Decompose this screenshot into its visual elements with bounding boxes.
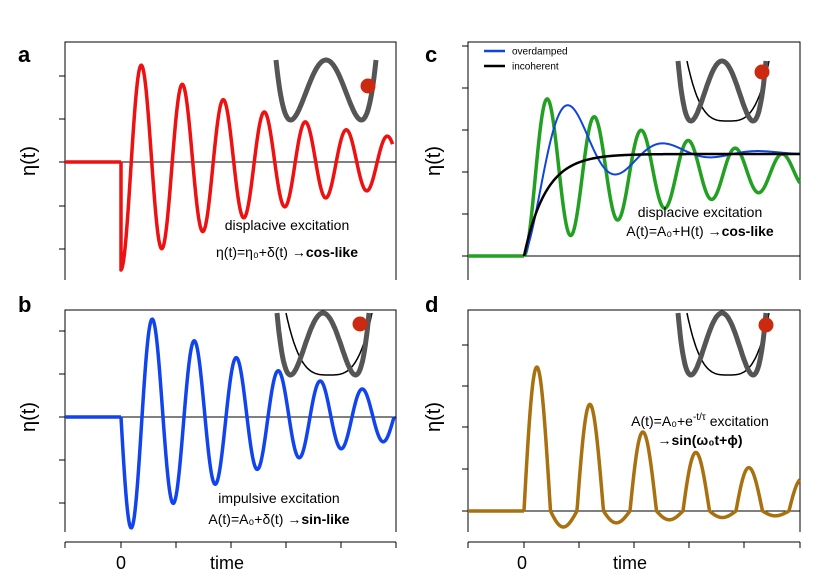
double-well-curve (274, 310, 372, 378)
signal-oscillation (522, 97, 802, 258)
annotation-line1-main: A(t)=A₀+e (631, 413, 693, 429)
panel-c: η(t) c overdamped incoherent displacive exci… (423, 41, 802, 280)
legend-label-overdamped: overdamped (512, 47, 568, 58)
annotation-line2-text: A(t)=A₀+H(t) → (626, 223, 721, 239)
overdamped-curve (523, 104, 800, 257)
annotation-line1-end: excitation (706, 413, 769, 429)
panel-label: c (425, 42, 437, 67)
annotation-line2-bold: cos-like (306, 244, 358, 260)
potential-inset (675, 58, 770, 124)
annotation-line2: A(t)=A₀+H(t) →cos-like (626, 223, 774, 239)
panel-label: d (425, 292, 438, 317)
annotation: displacive excitation η(t)=η₀+δ(t) →cos-l… (216, 217, 358, 260)
legend-label-incoherent: incoherent (512, 62, 559, 73)
y-axis-label: η(t) (423, 402, 445, 432)
annotation-line1: A(t)=A₀+e-t/τ excitation (631, 412, 769, 429)
annotation-line2-text: → (657, 432, 671, 448)
plot-frame (64, 309, 397, 532)
plot-frame (467, 309, 801, 532)
incoherent-curve (522, 152, 800, 257)
x-tick-label-zero: 0 (116, 553, 126, 573)
panel-a: η(t) a displacive excitation η(t)=η₀+δ(t) →… (18, 41, 397, 280)
signal-oscillation (119, 63, 395, 272)
panel-label: b (18, 292, 31, 317)
particle-ball (352, 316, 368, 332)
y-axis-label: η(t) (423, 146, 445, 176)
annotation-line2-text: A(t)=A₀+δ(t) → (208, 511, 301, 527)
double-well-curve (675, 58, 769, 124)
x-axis-label: time (210, 553, 244, 573)
annotation-line1: impulsive excitation (218, 490, 339, 506)
signal-oscillation (522, 365, 802, 529)
particle-ball (754, 64, 770, 80)
y-axis-label: η(t) (18, 146, 40, 176)
x-axis-label: time (613, 553, 647, 573)
panel-label: a (18, 42, 31, 67)
signal-oscillation (119, 317, 396, 530)
annotation-line1: displacive excitation (638, 204, 763, 220)
particle-ball (360, 78, 376, 94)
annotation-line2: →sin(ω₀t+ϕ) (657, 432, 742, 448)
annotation-line2-text: η(t)=η₀+δ(t) → (216, 244, 306, 260)
annotation-line2: η(t)=η₀+δ(t) →cos-like (216, 244, 358, 260)
annotation-line2: A(t)=A₀+δ(t) →sin-like (208, 511, 349, 527)
annotation-line2-bold: cos-like (722, 223, 774, 239)
annotation-line2-bold: sin-like (301, 511, 349, 527)
potential-inset (675, 310, 774, 378)
particle-ball (758, 317, 774, 333)
potential-inset (273, 57, 379, 123)
annotation: impulsive excitation A(t)=A₀+δ(t) →sin-li… (208, 490, 349, 527)
annotation: A(t)=A₀+e-t/τ excitation →sin(ω₀t+ϕ) (631, 412, 769, 448)
plot-frame (467, 41, 801, 280)
annotation-line2-bold: sin(ω₀t+ϕ) (671, 432, 742, 448)
double-well-curve (273, 57, 379, 123)
annotation: displacive excitation A(t)=A₀+H(t) →cos-l… (626, 204, 774, 239)
x-tick-label-zero: 0 (517, 553, 527, 573)
panel-d: 0 time η(t) d A(t)=A₀+e-t/τ excitation →sin(ω… (423, 292, 802, 573)
y-axis-label: η(t) (18, 402, 40, 432)
annotation-line1: displacive excitation (225, 217, 350, 233)
annotation-superscript: -t/τ (693, 412, 706, 423)
double-well-curve (675, 310, 769, 378)
potential-inset (274, 310, 373, 378)
panel-b: 0 time η(t) b impulsive excitation A(t)=A₀+δ(… (18, 292, 397, 573)
legend: overdamped incoherent (484, 47, 568, 73)
